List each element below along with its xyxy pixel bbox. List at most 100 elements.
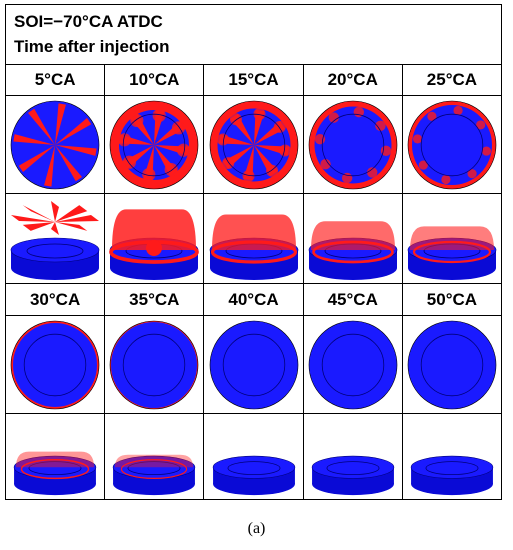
bowl-edge-line (222, 333, 285, 396)
cylinder-top (410, 455, 494, 479)
rim-fuel-film (308, 100, 397, 189)
fuel-cloud (211, 214, 296, 250)
side-view-cell (403, 194, 501, 283)
side-view-cell (105, 414, 205, 500)
spray-jet (51, 200, 60, 222)
bowl-edge-line (23, 333, 87, 396)
fuel-patch (152, 108, 167, 122)
chamber-outline (209, 100, 298, 189)
spray-plume (55, 117, 92, 145)
chamber-outline (109, 100, 199, 189)
fuel-patch (123, 155, 137, 169)
rim-fuel-film (407, 100, 496, 189)
wall-film (311, 240, 394, 263)
label-cell: 25°CA (403, 64, 501, 95)
bowl-rim (26, 243, 84, 258)
crank-angle-label: 35°CA (129, 289, 180, 309)
chamber-outline (308, 320, 398, 409)
spray-jet (11, 214, 56, 222)
chamber-top-view (407, 320, 497, 409)
top-view-cell (105, 96, 205, 193)
wall-film (20, 459, 90, 480)
spray-jet (22, 221, 56, 231)
label-row-1: 5°CA 10°CA 15°CA 20°CA 25°CA (6, 64, 501, 96)
wall-film (412, 240, 492, 263)
fuel-cloud (112, 208, 197, 250)
crank-angle-grid: 5°CA 10°CA 15°CA 20°CA 25°CA 30°CA 35°CA… (6, 64, 501, 500)
bowl-edge-line (123, 333, 186, 396)
spray-plume (55, 144, 97, 156)
fuel-patch (412, 133, 423, 144)
fuel-patch (320, 158, 331, 169)
crank-angle-label: 5°CA (34, 69, 76, 89)
side-view-cell (204, 414, 304, 500)
fuel-patch (366, 166, 378, 178)
side-view-cell (6, 414, 106, 500)
label-cell: 40°CA (204, 284, 304, 315)
chamber-outline (10, 100, 100, 189)
top-view-cell (204, 316, 304, 413)
side-view-cell (403, 414, 501, 500)
chamber-side-view (212, 455, 295, 496)
bowl-edge-line (321, 113, 384, 176)
chamber-side-view (13, 451, 97, 496)
label-cell: 35°CA (105, 284, 205, 315)
cylinder-top (10, 237, 100, 262)
crank-angle-label: 50°CA (426, 289, 478, 309)
bowl-rim (326, 461, 380, 476)
fuel-patch (475, 119, 486, 130)
bowl-edge-line (222, 113, 285, 176)
side-view-row-2 (6, 414, 501, 500)
chamber-top-view (308, 320, 398, 409)
fuel-patch (164, 162, 179, 176)
bowl-edge-line (321, 333, 384, 396)
top-view-cell (105, 316, 205, 413)
chamber-top-view (209, 320, 298, 409)
fuel-patch (453, 105, 463, 115)
time-after-injection-label: Time after injection (14, 37, 170, 56)
bowl-rim (127, 461, 181, 476)
spray-plume (13, 133, 56, 145)
spray-plume (44, 144, 56, 187)
crank-angle-label: 15°CA (228, 69, 279, 89)
rim-fuel-film (209, 100, 298, 189)
rim-fuel-film (110, 100, 199, 189)
chamber-side-view (311, 455, 394, 496)
fuel-patch (242, 169, 255, 182)
spray-plume (18, 144, 56, 172)
spray-jet (51, 221, 60, 235)
soi-title: SOI=−70°CA ATDC (14, 12, 163, 31)
rim-fuel-film (110, 320, 199, 409)
fuel-patch (374, 120, 386, 131)
chamber-side-view (410, 455, 494, 496)
label-cell: 10°CA (105, 64, 205, 95)
side-view-cell (304, 414, 403, 500)
fuel-patch (142, 167, 156, 181)
side-view-cell (105, 194, 205, 283)
chamber-top-view (10, 100, 100, 189)
crank-angle-label: 30°CA (29, 289, 81, 309)
side-view-cell (304, 194, 403, 283)
top-view-cell (6, 96, 106, 193)
top-view-row-1 (6, 96, 501, 194)
top-view-cell (403, 316, 501, 413)
fuel-patch (427, 111, 437, 121)
chamber-top-view (109, 100, 199, 189)
chamber-top-view (308, 100, 398, 189)
fuel-cloud (115, 454, 194, 468)
bowl-edge-line (420, 113, 484, 176)
chamber-side-view (10, 200, 100, 280)
bowl-rim (28, 461, 82, 476)
crank-angle-label: 20°CA (327, 69, 378, 89)
chamber-side-view (407, 225, 497, 280)
crank-angle-label: 40°CA (228, 289, 279, 309)
fuel-patch (278, 143, 291, 156)
label-cell: 5°CA (6, 64, 106, 95)
side-view-cell (6, 194, 106, 283)
chamber-side-view (209, 214, 298, 280)
top-view-cell (304, 316, 403, 413)
figure-caption: (a) (247, 520, 266, 537)
top-view-cell (204, 96, 304, 193)
label-cell: 45°CA (304, 284, 403, 315)
chamber-outline (209, 320, 298, 409)
